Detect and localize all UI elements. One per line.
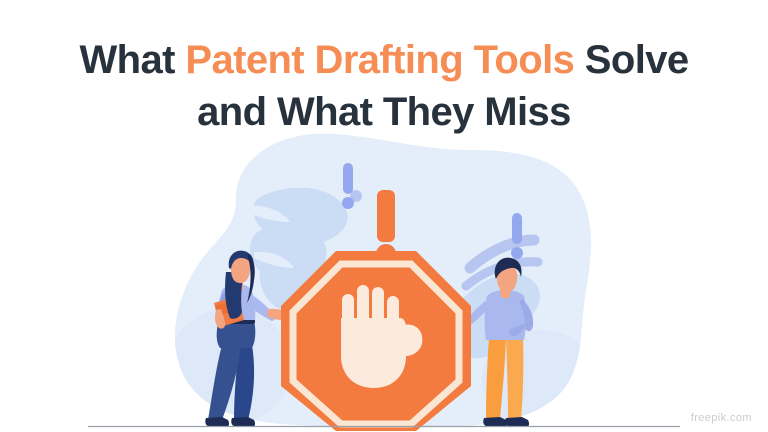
title-line-1-post: Solve — [574, 38, 689, 82]
man-forearm-right — [509, 324, 525, 336]
freepik-watermark: freepik.com — [690, 412, 752, 424]
stop-sign-border — [289, 260, 463, 428]
exclamation-right — [511, 213, 523, 259]
woman-shoe-front — [205, 417, 230, 427]
woman-face — [231, 255, 251, 284]
title-line-2: and What They Miss — [197, 90, 571, 134]
woman-shoe-back — [231, 417, 256, 427]
title-line-1: What Patent Drafting Tools Solve — [0, 34, 768, 86]
character-woman-left — [205, 250, 288, 427]
stop-sign — [281, 251, 471, 431]
hand-thumb — [400, 324, 423, 356]
man-leg-left — [486, 338, 506, 420]
man-shoe-right — [505, 417, 530, 427]
man-shoe-left — [483, 417, 508, 427]
man-arm-left — [466, 298, 492, 325]
woman-hair-back — [225, 272, 244, 319]
leaf-vein — [248, 205, 290, 222]
man-arm-right — [519, 299, 534, 332]
man-face — [497, 264, 518, 293]
title-highlight: Patent Drafting Tools — [185, 38, 575, 82]
woman-hair-front — [228, 250, 254, 269]
man-hair — [494, 257, 522, 279]
leaf-vein — [254, 251, 294, 268]
character-man-right — [455, 257, 534, 427]
woman-hair-strand — [247, 254, 255, 303]
dot-accent — [350, 190, 362, 202]
woman-hips — [216, 320, 256, 348]
page-title: What Patent Drafting Tools Solve and Wha… — [0, 34, 768, 138]
woman-forearm — [215, 309, 226, 329]
title-line-1-pre: What — [79, 38, 186, 82]
exclamation-left — [342, 163, 354, 209]
woman-back-leg — [234, 345, 255, 420]
man-leg-right — [506, 338, 524, 420]
stop-hand-symbol — [341, 285, 423, 388]
arc-stroke — [464, 234, 540, 274]
hand-palm — [341, 318, 406, 388]
woman-front-leg — [208, 345, 241, 420]
